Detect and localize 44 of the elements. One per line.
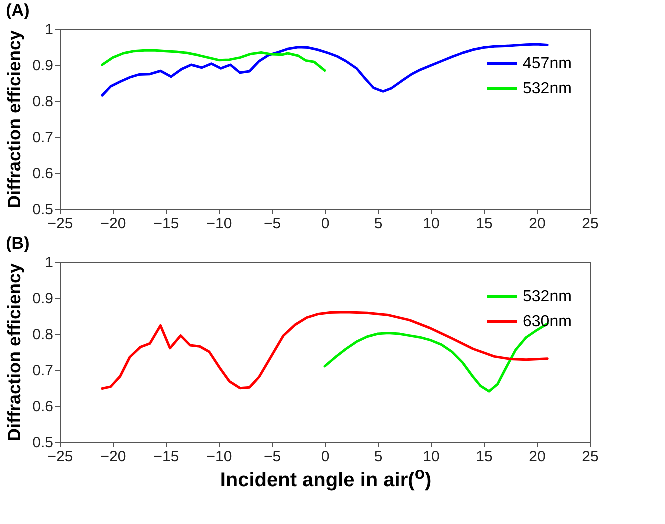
x-tick-label: −10 [206, 448, 232, 466]
x-tick-label: 20 [529, 448, 546, 466]
y-tick-label: 0.8 [32, 326, 54, 344]
x-axis-title: Incident angle in air($^{o}$) [219, 464, 433, 493]
x-tick-label: 15 [476, 216, 493, 232]
x-tick-label: −20 [100, 448, 126, 466]
x-tick-label: 15 [476, 448, 493, 466]
x-tick-label: 0 [321, 448, 330, 466]
y-tick-label: 0.7 [32, 362, 54, 380]
x-tick-label: 10 [423, 448, 440, 466]
y-tick-label: 0.7 [32, 130, 54, 146]
x-tick-label: −10 [206, 216, 232, 232]
x-tick-label: 5 [374, 448, 383, 466]
x-tick-label: 10 [423, 216, 440, 232]
x-tick-label: 20 [529, 216, 546, 232]
chart-title: (A) [6, 1, 30, 20]
x-tick-label: −25 [48, 448, 74, 466]
y-axis-title: Diffraction efficiency [4, 263, 25, 442]
legend-label: 532nm [523, 80, 572, 98]
y-tick-label: 0.8 [32, 94, 54, 110]
legend-label: 532nm [523, 288, 572, 306]
x-tick-label: 25 [582, 216, 599, 232]
y-tick-label: 0.5 [32, 202, 54, 218]
x-tick-label: −15 [154, 448, 180, 466]
legend-label: 457nm [523, 56, 572, 72]
x-tick-label: −15 [154, 216, 180, 232]
x-tick-label: 25 [582, 448, 599, 466]
y-tick-label: 1 [45, 254, 54, 272]
x-tick-label: 5 [374, 216, 383, 232]
y-tick-label: 0.9 [32, 58, 54, 74]
x-tick-label: −20 [100, 216, 126, 232]
x-tick-label: −25 [48, 216, 74, 232]
x-tick-label: 0 [321, 216, 330, 232]
chart-title: (B) [6, 234, 30, 253]
x-tick-label: −5 [264, 216, 282, 232]
y-axis-title: Diffraction efficiency [4, 30, 25, 209]
legend-label: 630nm [523, 314, 572, 330]
x-tick-label: −5 [264, 448, 282, 466]
line-series [101, 49, 326, 72]
y-tick-label: 1 [45, 22, 54, 38]
y-tick-label: 0.6 [32, 166, 54, 182]
y-tick-label: 0.5 [32, 434, 54, 452]
y-tick-label: 0.6 [32, 398, 54, 416]
y-tick-label: 0.9 [32, 290, 54, 308]
